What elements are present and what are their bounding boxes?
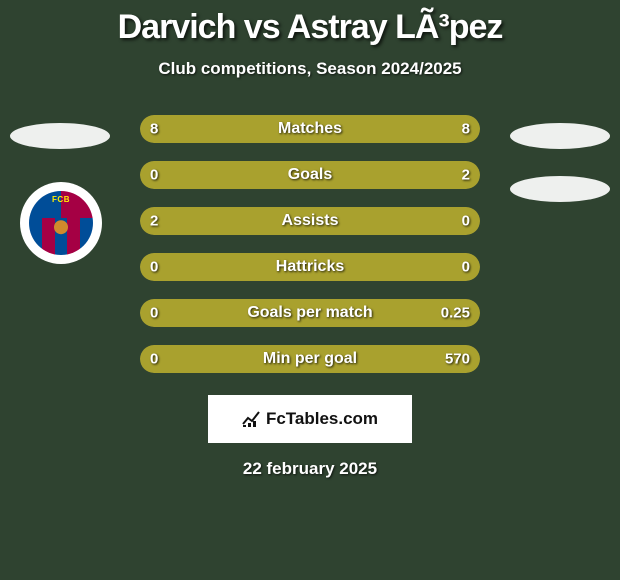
subtitle: Club competitions, Season 2024/2025	[0, 59, 620, 79]
comparison-card: Darvich vs Astray LÃ³pez Club competitio…	[0, 0, 620, 580]
stat-row: Hattricks 0 0	[0, 253, 620, 281]
stat-label: Goals	[288, 166, 332, 184]
stat-value-left: 0	[150, 259, 158, 276]
stat-row: Min per goal 0 570	[0, 345, 620, 373]
stat-label: Hattricks	[276, 258, 344, 276]
stat-value-left: 8	[150, 121, 158, 138]
bar-left-fill	[140, 299, 191, 327]
stat-row: Goals per match 0 0.25	[0, 299, 620, 327]
date-text: 22 february 2025	[0, 459, 620, 479]
bar-left-fill	[140, 345, 191, 373]
stat-label: Assists	[282, 212, 339, 230]
stat-value-right: 8	[462, 121, 470, 138]
stat-rows: Matches88Goals02Assists20Hattricks00Goal…	[0, 115, 620, 373]
stat-value-right: 0	[462, 259, 470, 276]
stat-value-right: 570	[445, 351, 470, 368]
branding-text: FcTables.com	[266, 409, 378, 429]
stat-value-left: 2	[150, 213, 158, 230]
stat-row: Matches 8 8	[0, 115, 620, 143]
stat-value-right: 2	[462, 167, 470, 184]
bar-right-fill	[191, 161, 480, 189]
chart-icon	[242, 410, 260, 428]
stat-row: Goals 0 2	[0, 161, 620, 189]
stat-label: Matches	[278, 120, 342, 138]
bar-left-fill	[140, 161, 191, 189]
branding-badge: FcTables.com	[208, 395, 412, 443]
stat-value-left: 0	[150, 167, 158, 184]
page-title: Darvich vs Astray LÃ³pez	[0, 0, 620, 47]
stat-value-right: 0	[462, 213, 470, 230]
stat-row: Assists 2 0	[0, 207, 620, 235]
stat-label: Min per goal	[263, 350, 357, 368]
bar-right-fill	[429, 207, 480, 235]
stat-value-right: 0.25	[441, 305, 470, 322]
stat-value-left: 0	[150, 351, 158, 368]
stat-label: Goals per match	[247, 304, 372, 322]
stat-value-left: 0	[150, 305, 158, 322]
